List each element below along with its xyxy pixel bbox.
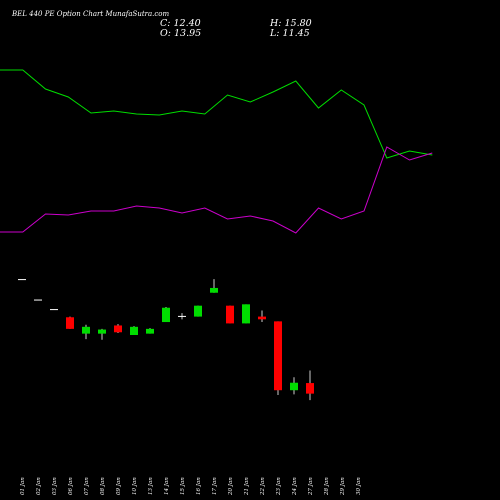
x-tick-label: 02 Jan: [36, 477, 42, 495]
overlay-line-green: [0, 69, 433, 159]
x-tick-label: 29 Jan: [340, 477, 346, 496]
candle-body: [306, 383, 314, 394]
candle-body: [226, 305, 234, 324]
x-tick-label: 08 Jan: [100, 477, 106, 495]
candle: [306, 370, 314, 401]
low-value: L: 11.45: [269, 28, 310, 39]
x-tick-label: 28 Jan: [324, 477, 330, 496]
x-tick-label: 22 Jan: [260, 477, 266, 496]
open-value: O: 13.95: [160, 28, 201, 39]
candle-body: [130, 326, 138, 335]
x-tick-label: 09 Jan: [116, 477, 122, 495]
candle-body: [50, 309, 58, 311]
candle-body: [66, 317, 74, 329]
indicator-lines: [0, 69, 433, 234]
candle-body: [274, 321, 282, 391]
candle-body: [98, 329, 106, 334]
x-tick-label: 14 Jan: [164, 477, 170, 495]
candle: [130, 326, 138, 335]
candle: [178, 313, 186, 320]
x-tick-label: 15 Jan: [180, 477, 186, 495]
candle-body: [258, 316, 266, 320]
candle: [50, 309, 58, 311]
candle-body: [162, 307, 170, 323]
x-tick-label: 21 Jan: [244, 477, 250, 496]
candle: [146, 328, 154, 334]
x-tick-label: 01 Jan: [20, 477, 26, 495]
candle-body: [178, 315, 186, 317]
x-tick-label: 23 Jan: [276, 477, 282, 496]
candle: [18, 279, 26, 281]
candle-body: [290, 382, 298, 391]
x-tick-label: 10 Jan: [132, 477, 138, 495]
candle: [258, 310, 266, 323]
candle-body: [82, 326, 90, 334]
x-tick-label: 27 Jan: [308, 477, 314, 496]
x-tick-label: 13 Jan: [148, 477, 154, 495]
candle-body: [114, 325, 122, 333]
candle-body: [34, 299, 42, 301]
candle-body: [210, 287, 218, 293]
candles-group: [18, 279, 314, 401]
x-tick-label: 24 Jan: [292, 477, 298, 496]
candle: [242, 304, 250, 324]
candle-body: [242, 304, 250, 324]
candle: [194, 305, 202, 317]
overlay-line-magenta: [0, 146, 433, 234]
candle: [66, 316, 74, 329]
high-value: H: 15.80: [269, 18, 312, 29]
candle-body: [194, 305, 202, 317]
candle: [34, 299, 42, 301]
candle: [274, 321, 282, 395]
x-tick-label: 16 Jan: [196, 477, 202, 495]
candle: [226, 305, 234, 324]
candle-body: [146, 328, 154, 334]
x-tick-label: 30 Jan: [356, 477, 362, 495]
x-tick-label: 17 Jan: [212, 477, 218, 495]
x-tick-label: 03 Jan: [52, 477, 58, 495]
candle: [290, 377, 298, 395]
x-tick-label: 06 Jan: [68, 477, 74, 495]
chart-title: BEL 440 PE Option Chart MunafaSutra.com: [11, 10, 170, 18]
x-tick-label: 20 Jan: [228, 477, 234, 496]
candle: [114, 324, 122, 333]
candle: [162, 307, 170, 323]
candle: [82, 324, 90, 340]
x-axis: 01 Jan 02 Jan 03 Jan 06 Jan 07 Jan 08 Jan 09 J…: [20, 477, 362, 496]
candle: [98, 328, 106, 340]
close-value: C: 12.40: [160, 18, 201, 29]
candle-body: [18, 279, 26, 281]
x-tick-label: 07 Jan: [84, 477, 90, 495]
candle: [210, 279, 218, 293]
